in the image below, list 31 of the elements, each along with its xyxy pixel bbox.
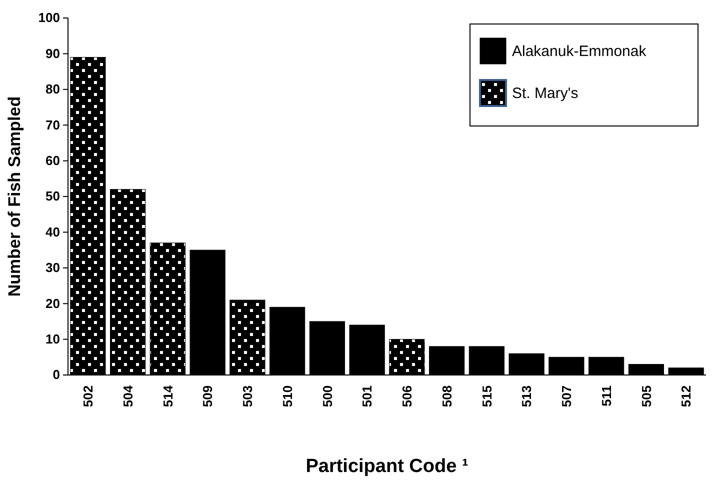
x-tick-label: 502: [80, 385, 96, 408]
x-tick-label: 511: [598, 385, 614, 406]
y-tick-label: 100: [38, 10, 60, 26]
x-axis-title: Participant Code ¹: [306, 456, 468, 477]
legend-label: Alakanuk-Emmonak: [512, 43, 647, 60]
x-tick-label: 514: [160, 384, 176, 408]
x-tick-label: 505: [638, 385, 654, 408]
x-tick-label: 513: [519, 385, 534, 408]
y-tick-label: 30: [46, 260, 60, 276]
legend-label: St. Mary's: [512, 85, 578, 102]
y-tick-label: 50: [46, 188, 60, 204]
y-tick-label: 0: [52, 367, 60, 382]
x-tick-label: 509: [200, 385, 216, 408]
x-tick-label: 515: [479, 385, 494, 408]
x-tick-label: 512: [678, 385, 694, 408]
x-tick-label: 504: [120, 384, 136, 408]
y-tick-label: 10: [46, 331, 60, 346]
x-tick-label: 503: [240, 385, 255, 408]
y-tick-label: 60: [46, 152, 60, 168]
y-tick-label: 70: [46, 117, 60, 132]
y-tick-label: 40: [46, 224, 60, 240]
y-tick-label: 80: [46, 82, 60, 97]
x-tick-label: 500: [320, 385, 335, 408]
y-axis-title: Number of Fish Sampled: [5, 96, 24, 297]
x-tick-label: 506: [399, 385, 414, 408]
y-tick-label: 20: [46, 296, 60, 311]
x-tick-label: 507: [558, 385, 574, 408]
x-tick-label: 510: [280, 385, 295, 408]
x-tick-label: 501: [360, 385, 375, 408]
y-tick-label: 90: [46, 46, 60, 61]
x-tick-label: 508: [439, 385, 454, 408]
